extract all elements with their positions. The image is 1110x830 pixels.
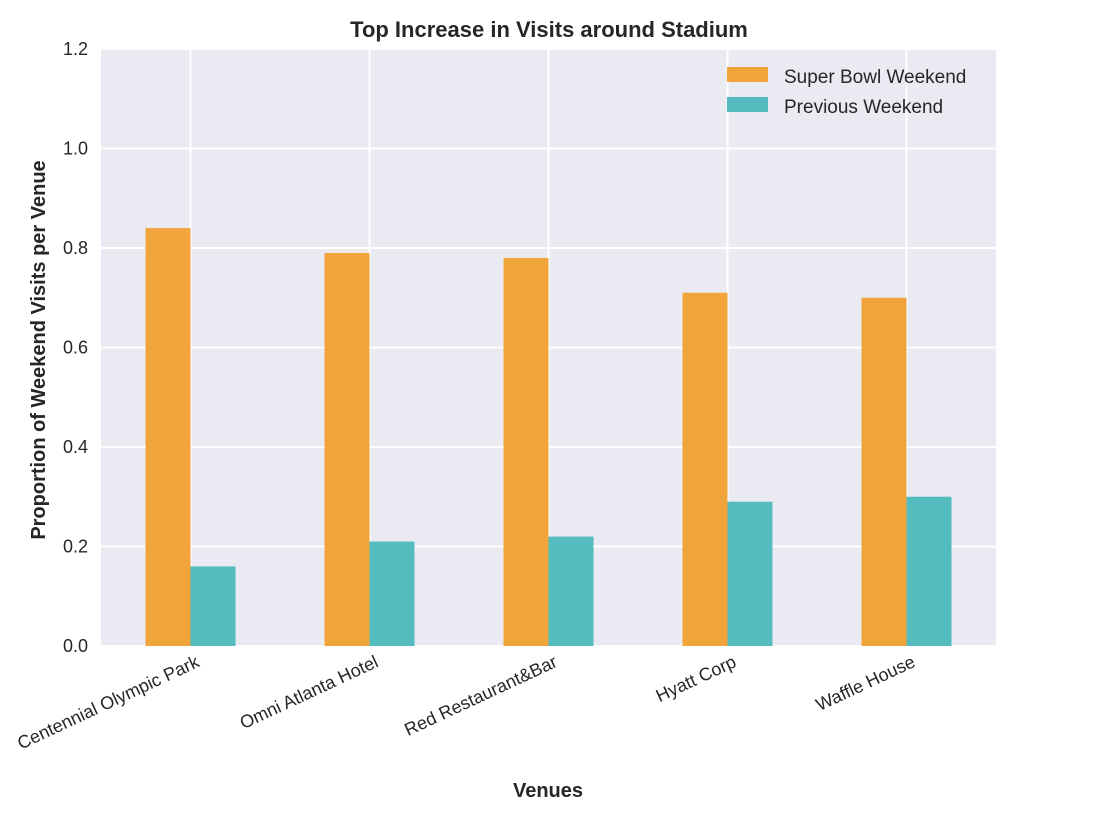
bar-super-bowl-weekend xyxy=(682,292,728,646)
legend-swatch-previous xyxy=(727,97,768,112)
y-tick-label: 1.0 xyxy=(63,139,88,159)
x-tick-label: Omni Atlanta Hotel xyxy=(237,651,381,733)
legend-label-previous: Previous Weekend xyxy=(784,97,943,118)
x-tick-label: Red Restaurant&Bar xyxy=(401,651,560,739)
bar-super-bowl-weekend xyxy=(861,297,907,646)
legend: Super Bowl Weekend Previous Weekend xyxy=(727,67,966,118)
x-axis-label: Venues xyxy=(513,780,583,802)
y-tick-label: 1.2 xyxy=(63,39,88,59)
bar-previous-weekend xyxy=(548,536,594,646)
bar-previous-weekend xyxy=(369,541,415,646)
x-tick-label: Centennial Olympic Park xyxy=(14,651,203,753)
x-axis-ticks: Centennial Olympic Park Omni Atlanta Hote… xyxy=(14,651,918,753)
x-tick-label: Hyatt Corp xyxy=(653,651,739,705)
y-tick-label: 0.8 xyxy=(63,238,88,258)
bars xyxy=(145,228,952,646)
y-tick-label: 0.6 xyxy=(63,338,88,358)
bar-previous-weekend xyxy=(906,496,952,646)
bar-super-bowl-weekend xyxy=(503,257,549,646)
bar-super-bowl-weekend xyxy=(324,252,370,646)
y-tick-label: 0.0 xyxy=(63,636,88,656)
x-tick-label: Waffle House xyxy=(813,651,918,714)
y-tick-label: 0.4 xyxy=(63,437,88,457)
bar-previous-weekend xyxy=(190,566,236,646)
bar-super-bowl-weekend xyxy=(145,228,191,646)
y-axis-ticks: 0.0 0.2 0.4 0.6 0.8 1.0 1.2 xyxy=(63,39,88,656)
legend-label-super-bowl: Super Bowl Weekend xyxy=(784,67,966,88)
y-axis-label: Proportion of Weekend Visits per Venue xyxy=(28,160,50,539)
y-tick-label: 0.2 xyxy=(63,537,88,557)
legend-swatch-super-bowl xyxy=(727,67,768,82)
chart-title: Top Increase in Visits around Stadium xyxy=(350,17,748,42)
bar-previous-weekend xyxy=(727,501,773,646)
